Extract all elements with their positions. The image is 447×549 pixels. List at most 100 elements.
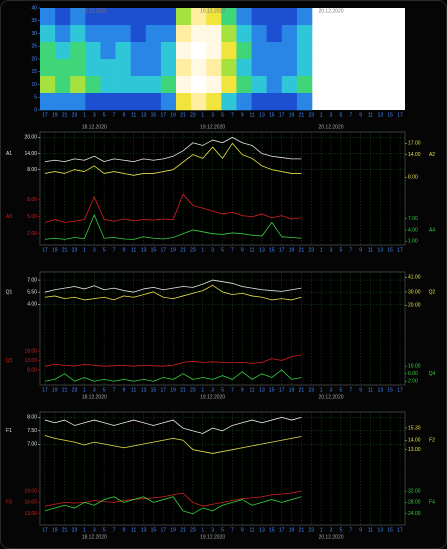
series-name: F1: [6, 428, 12, 434]
heat-cell: [176, 76, 192, 94]
y-tick-label: 14.00: [24, 151, 37, 157]
y-tick-label: 6.00: [408, 371, 418, 377]
x-tick-label: 3: [211, 527, 214, 533]
series-line: [44, 214, 302, 240]
x-tick-label: 3: [211, 112, 214, 118]
y-tick-label: 25: [31, 44, 37, 50]
x-tick-label: 11: [368, 527, 373, 533]
heat-cell: [296, 93, 313, 111]
y-tick-label: 8.00: [27, 197, 37, 203]
y-tick-label: 15.30: [408, 425, 421, 431]
series-name: F2: [429, 438, 435, 444]
heat-cell: [145, 76, 162, 94]
x-tick-label: 23: [72, 387, 78, 393]
x-tick-label: 15: [269, 112, 275, 118]
x-tick-label: 15: [387, 387, 393, 393]
heat-cell: [266, 93, 283, 111]
x-tick-label: 7: [113, 247, 116, 253]
x-tick-label: 1: [201, 387, 204, 393]
x-tick-label: 19: [170, 387, 176, 393]
heat-cell: [176, 25, 192, 43]
heat-cell: [236, 8, 252, 26]
heat-cell: [115, 76, 131, 94]
x-tick-label: 7: [113, 527, 116, 533]
heat-cell: [40, 59, 56, 77]
heat-cell: [55, 93, 71, 111]
x-tick-label: 17: [161, 112, 167, 118]
x-tick-label: 7: [349, 527, 352, 533]
x-tick-label: 19: [289, 247, 295, 253]
heat-cell: [281, 76, 298, 94]
heat-cell: [100, 42, 116, 60]
y-tick-label: 30.00: [408, 289, 421, 295]
series-name: Q1: [6, 290, 13, 296]
date-label: 20.12.2020: [318, 394, 343, 400]
heat-cell: [236, 25, 252, 43]
y-tick-label: 1.00: [408, 239, 418, 245]
series-line: [44, 193, 302, 223]
x-tick-label: 5: [221, 112, 224, 118]
x-tick-label: 15: [387, 112, 393, 118]
x-tick-label: 13: [141, 387, 147, 393]
x-tick-label: 1: [320, 527, 323, 533]
series-line: [44, 136, 302, 162]
x-tick-label: 3: [330, 247, 333, 253]
x-tick-label: 1: [320, 247, 323, 253]
heat-cell: [191, 93, 207, 111]
heat-cell: [176, 8, 192, 26]
series-name: F3: [6, 500, 12, 506]
heat-cell: [191, 59, 207, 77]
x-tick-label: 13: [259, 112, 265, 118]
x-tick-label: 3: [93, 527, 96, 533]
heat-cell: [206, 25, 222, 43]
series-line: [44, 279, 302, 293]
heat-cell: [115, 59, 131, 77]
x-tick-label: 9: [359, 112, 362, 118]
heat-cell: [206, 76, 222, 94]
x-tick-label: 5: [221, 387, 224, 393]
x-tick-label: 23: [309, 247, 315, 253]
heat-cell: [160, 76, 177, 94]
heat-cell: [70, 42, 86, 60]
date-label: 18.12.2020: [82, 534, 107, 540]
x-tick-label: 5: [221, 527, 224, 533]
heat-cell: [191, 76, 207, 94]
heat-cell: [160, 93, 177, 111]
x-tick-label: 23: [309, 527, 315, 533]
x-tick-label: 17: [279, 112, 285, 118]
y-tick-label: 5.00: [27, 214, 37, 220]
x-tick-label: 13: [259, 527, 265, 533]
x-tick-label: 3: [211, 387, 214, 393]
heat-cell: [100, 93, 116, 111]
y-tick-label: 7.00: [408, 216, 418, 222]
x-tick-label: 15: [387, 247, 393, 253]
heat-cell: [130, 59, 147, 77]
heat-cell: [266, 25, 283, 43]
x-tick-label: 1: [83, 247, 86, 253]
x-tick-label: 1: [83, 387, 86, 393]
x-tick-label: 23: [190, 112, 196, 118]
x-tick-label: 9: [241, 527, 244, 533]
heat-cell: [296, 76, 313, 94]
heat-cell: [40, 25, 56, 43]
x-tick-label: 7: [349, 112, 352, 118]
heat-cell: [130, 25, 147, 43]
heat-cell: [70, 8, 86, 26]
x-tick-label: 17: [42, 247, 48, 253]
series-name: A2: [429, 152, 435, 158]
date-label: 18.12.2020: [82, 124, 107, 130]
x-tick-label: 17: [279, 247, 285, 253]
y-tick-label: 2.00: [27, 231, 37, 237]
series-name: F4: [429, 500, 435, 506]
x-tick-label: 17: [161, 527, 167, 533]
x-tick-label: 3: [93, 112, 96, 118]
heat-cell: [281, 42, 298, 60]
x-tick-label: 11: [368, 247, 373, 253]
heat-cell: [85, 93, 101, 111]
y-tick-label: 10: [31, 82, 37, 88]
y-tick-label: 13.00: [408, 447, 421, 453]
y-tick-label: 13.00: [24, 358, 37, 364]
y-tick-label: 4.00: [408, 227, 418, 233]
x-tick-label: 17: [161, 387, 167, 393]
x-tick-label: 11: [368, 387, 373, 393]
